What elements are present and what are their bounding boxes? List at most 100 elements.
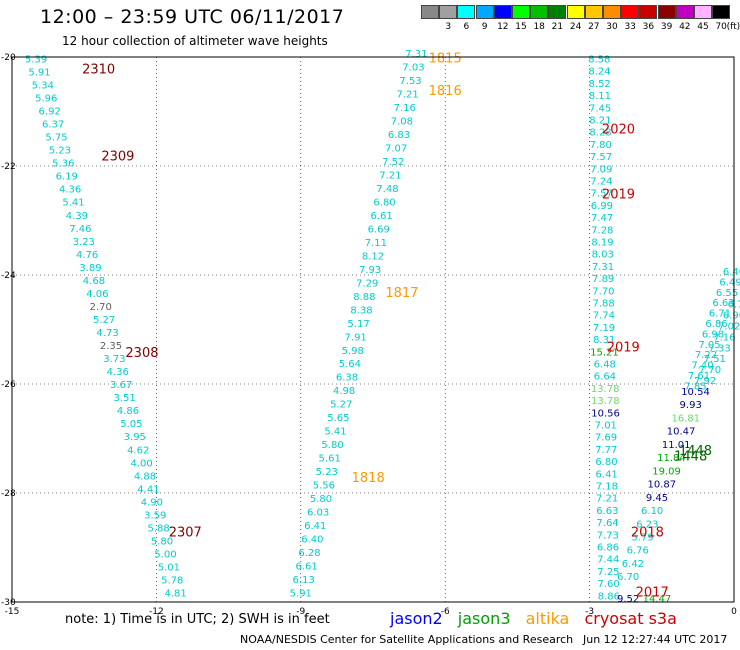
wave-height-value: 8.88: [353, 292, 375, 303]
pass-time-label: 2017: [636, 586, 669, 601]
wave-height-value: 14.47: [643, 594, 672, 605]
satellite-track: 5.39 5.91 5.34 5.96 6.92 6.37 5.75 5.23 5.36 6.19…: [25, 54, 187, 599]
scale-label: 12: [497, 22, 509, 32]
satellite-legend: jason2 jason3 altika cryosat s3a: [390, 609, 687, 628]
pass-time-label: 1448: [674, 449, 707, 464]
wave-height-value: 6.49: [719, 277, 740, 288]
latitude-label: -20: [1, 53, 16, 63]
wave-height-value: 5.23: [316, 467, 338, 478]
pass-time-label: 2018: [631, 526, 664, 541]
wave-height-value: 7.91: [345, 332, 367, 343]
scale-label: 15: [515, 22, 527, 32]
scale-swatch: [639, 5, 658, 19]
wave-height-value: 8.24: [588, 67, 610, 78]
satellite-track: 8.588.248.528.117.458.218.287.807.577.09…: [588, 54, 620, 602]
scale-swatch: [621, 5, 640, 19]
wave-height-value: 6.80: [373, 197, 395, 208]
wave-height-value: 9.52: [617, 594, 639, 605]
pass-time-label: 1448: [679, 444, 712, 459]
wave-height-value: 7.28: [591, 225, 613, 236]
wave-height-value: 4.90: [141, 497, 163, 508]
wave-height-value: 6.55: [716, 288, 738, 299]
map-frame: [11, 56, 735, 603]
wave-height-value: 6.61: [295, 562, 317, 573]
wave-height-value: 6.42: [622, 559, 644, 570]
wave-height-value: 5.80: [310, 494, 332, 505]
pass-time-label: 1818: [352, 471, 385, 486]
wave-height-value: 7.31: [592, 262, 614, 273]
wave-height-value: 7.85: [684, 381, 706, 392]
scale-swatch: [530, 5, 549, 19]
wave-height-value: 8.21: [589, 115, 611, 126]
wave-height-value: 7.57: [591, 189, 613, 200]
wave-height-value: 7.57: [590, 152, 612, 163]
wave-height-value: 7.33: [708, 343, 730, 354]
wave-height-value: 7.21: [397, 89, 419, 100]
scale-swatch: [712, 5, 731, 19]
wave-height-value: 7.61: [688, 371, 710, 382]
wave-height-value: 6.41: [596, 469, 618, 480]
wave-height-value: 4.86: [117, 406, 139, 417]
wave-height-value: 5.27: [330, 400, 352, 411]
scale-label: 33: [624, 22, 636, 32]
wave-height-value: 7.21: [596, 494, 618, 505]
scale-swatch: [548, 5, 567, 19]
wave-height-value: 7.77: [595, 445, 617, 456]
wave-height-value: 7.44: [597, 555, 619, 566]
wave-height-value: 6.40: [723, 267, 740, 278]
wave-height-value: 5.27: [93, 315, 115, 326]
wave-height-value: 3.23: [73, 237, 95, 248]
wave-height-value: 8.58: [588, 54, 610, 65]
wave-height-value: 2.70: [90, 302, 112, 313]
wave-height-value: 5.88: [147, 523, 169, 534]
wave-height-value: 5.80: [151, 536, 173, 547]
wave-height-value: 7.88: [592, 298, 614, 309]
generation-timestamp: Jun 12 12:27:44 UTC 2017: [583, 633, 728, 646]
wave-height-value: 7.16: [394, 103, 416, 114]
scale-label: 39: [660, 22, 673, 32]
wave-height-value: 4.73: [96, 328, 118, 339]
pass-time-label: 2307: [169, 526, 202, 541]
wave-height-value: 4.39: [66, 211, 88, 222]
wave-height-value: 8.11: [589, 91, 611, 102]
wave-height-value: 8.31: [593, 335, 615, 346]
latitude-label: -24: [1, 271, 16, 281]
wave-height-value: 6.86: [705, 319, 727, 330]
wave-height-value: 3.59: [144, 510, 166, 521]
wave-height-value: 7.48: [376, 184, 398, 195]
wave-height-value: 6.03: [307, 508, 329, 519]
wave-height-value: 6.38: [336, 373, 358, 384]
wave-height-value: 11.01: [662, 440, 691, 451]
wave-height-value: 9.45: [646, 493, 668, 504]
pass-time-label: 2019: [607, 340, 640, 355]
wave-height-value: 6.23: [636, 519, 658, 530]
scale-swatch: [493, 5, 512, 19]
pass-time-label: 2309: [101, 150, 134, 165]
longitude-label: -12: [149, 607, 164, 617]
wave-height-value: 7.70: [699, 365, 721, 376]
longitude-label: -6: [441, 607, 450, 617]
wave-height-value: 4.88: [134, 471, 156, 482]
scale-swatch: [694, 5, 712, 19]
satellite-track: 7.857.617.407.227.056.986.866.716.636.55…: [684, 267, 740, 392]
wave-height-value: 5.05: [120, 419, 142, 430]
wave-height-value: 7.05: [698, 340, 720, 351]
scale-label: 6: [463, 22, 470, 32]
wave-height-value: 4.68: [83, 276, 105, 287]
wave-height-value: 10.56: [591, 408, 620, 419]
wave-height-value: 6.63: [596, 506, 618, 517]
wave-height-value: 6.28: [298, 548, 320, 559]
wave-height-value: 7.52: [382, 157, 404, 168]
wave-height-value: 6.92: [39, 107, 61, 118]
wave-height-value: 7.74: [593, 311, 615, 322]
wave-height-value: 4.81: [165, 589, 187, 600]
wave-height-value: 8.19: [591, 237, 613, 248]
scale-swatch: [421, 5, 439, 19]
wave-height-value: 6.19: [56, 172, 78, 183]
wave-height-value: 4.76: [76, 250, 98, 261]
pass-time-label: 1816: [429, 84, 462, 99]
wave-height-value: 3.51: [113, 393, 135, 404]
legend-jason2: jason2: [390, 609, 443, 628]
wave-height-value: 6.69: [368, 224, 390, 235]
